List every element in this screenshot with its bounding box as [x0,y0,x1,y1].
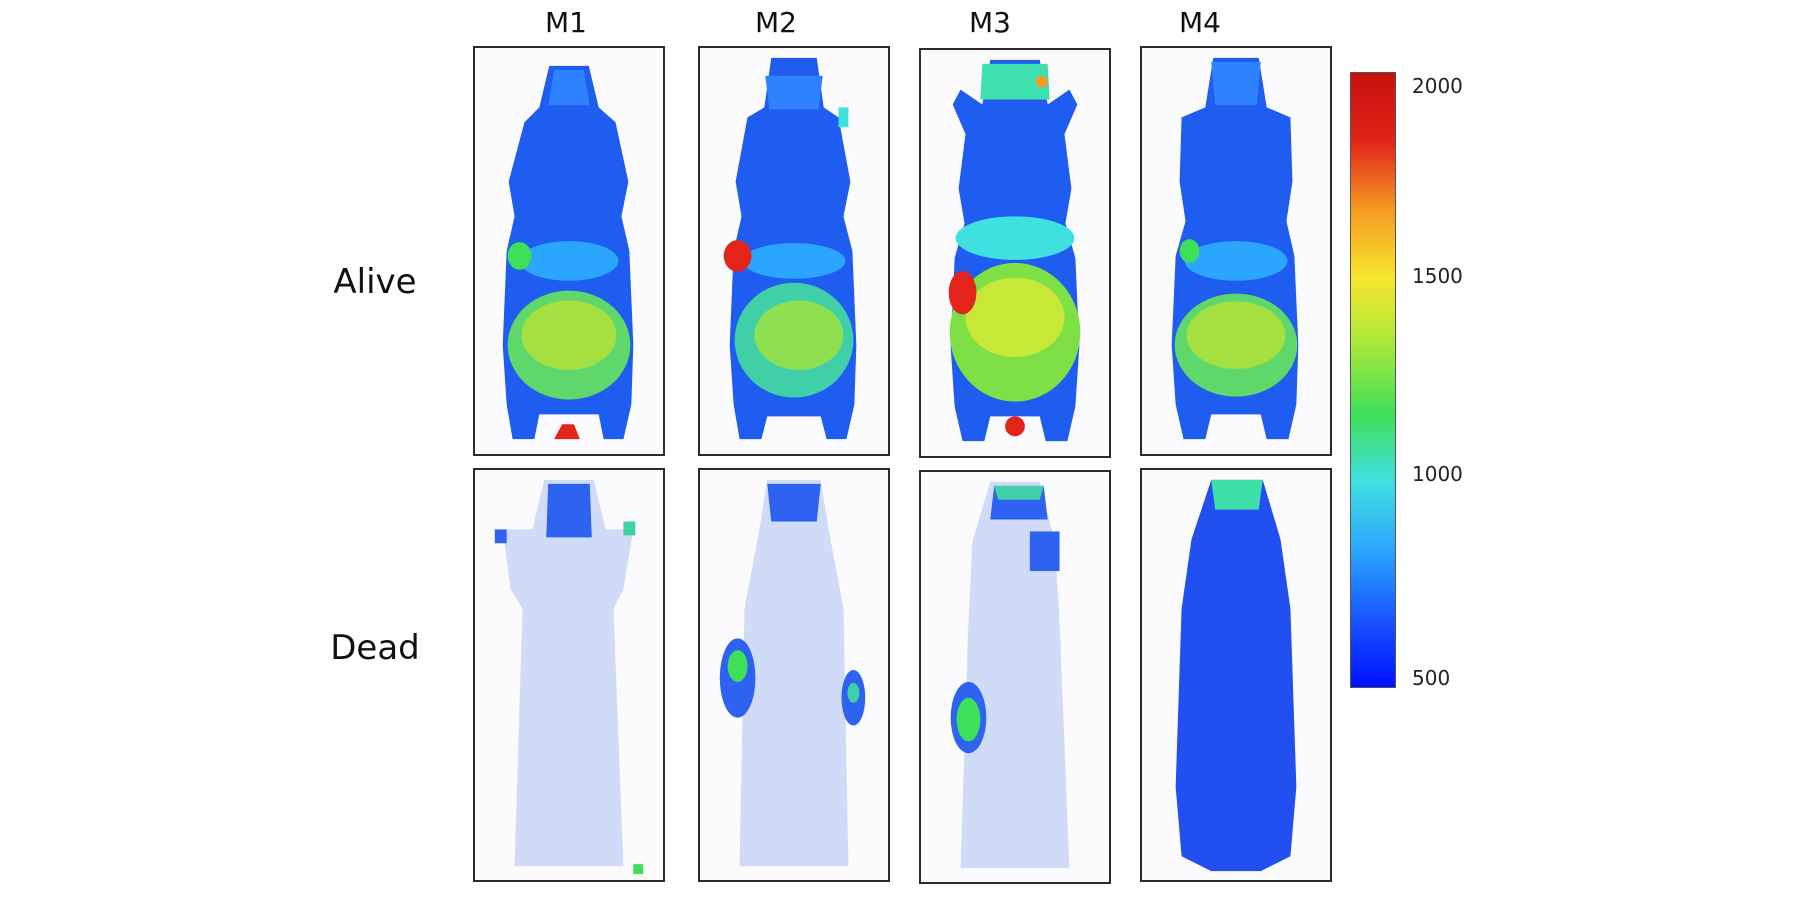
image-dead-m4 [1140,468,1332,882]
row-label-dead: Dead [330,628,420,668]
image-dead-m3 [919,470,1111,884]
image-dead-m2 [698,468,890,882]
colorbar-1000-label: 1000 [1412,462,1463,486]
colorbar-1500-label: 1500 [1412,264,1463,288]
image-alive-m3 [919,48,1111,458]
row-label-alive: Alive [333,262,417,302]
column-label-m2: M2 [755,6,797,39]
image-alive-m1 [473,46,665,456]
colorbar-max-label: 2000 [1412,74,1463,98]
colorbar-min-label: 500 [1412,666,1451,690]
column-label-m1: M1 [545,6,587,39]
column-label-m3: M3 [969,6,1011,39]
image-alive-m2 [698,46,890,456]
colorbar [1350,72,1396,688]
column-label-m4: M4 [1179,6,1221,39]
image-alive-m4 [1140,46,1332,456]
image-dead-m1 [473,468,665,882]
